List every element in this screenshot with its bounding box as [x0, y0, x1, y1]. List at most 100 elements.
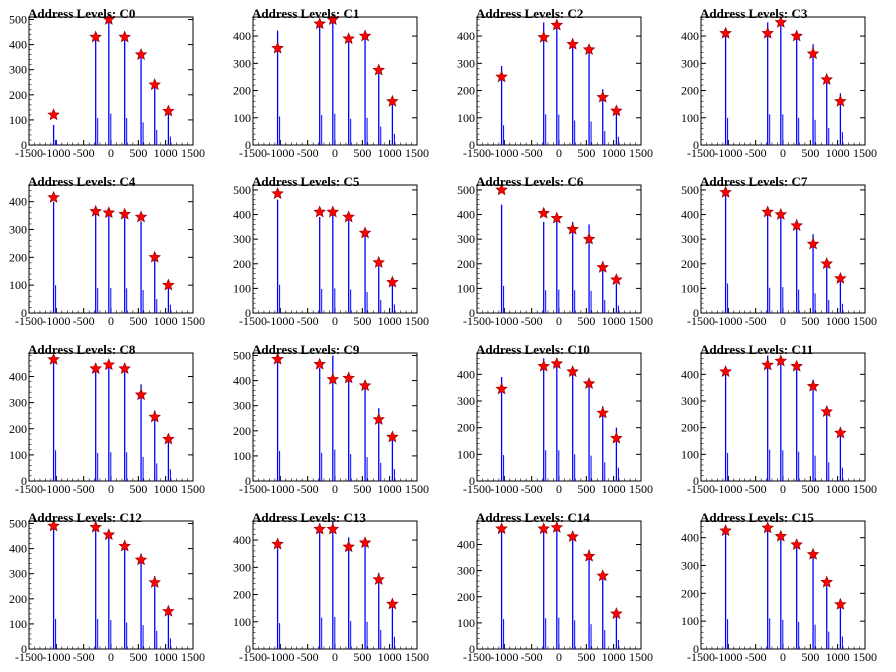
y-tick-label: 100: [457, 447, 475, 461]
peak-marker: [610, 104, 623, 117]
peak-marker: [148, 78, 161, 91]
peak-marker: [834, 597, 847, 610]
peak-marker: [342, 210, 355, 223]
y-tick-label: 400: [233, 533, 251, 547]
x-tick-label: 500: [801, 650, 819, 664]
x-tick-label: 500: [801, 146, 819, 160]
peak-marker: [834, 94, 847, 107]
peak-marker: [313, 522, 326, 535]
y-tick-label: 0: [245, 474, 251, 488]
x-tick-label: 500: [353, 314, 371, 328]
x-tick-label: -500: [521, 146, 543, 160]
y-tick-label: 500: [9, 13, 27, 27]
peak-marker: [566, 365, 579, 377]
chart-title: Address Levels: C10: [476, 342, 590, 357]
x-tick-label: -500: [73, 314, 95, 328]
peak-marker: [761, 205, 774, 218]
y-tick-label: 300: [233, 232, 251, 246]
peak-marker: [102, 12, 116, 25]
peak-marker: [596, 406, 609, 419]
x-tick-label: 1500: [405, 146, 429, 160]
y-tick-label: 400: [9, 195, 27, 209]
y-tick-label: 0: [21, 138, 27, 152]
chart-svg: 0 100 200 300 400 -1500 -1000 -500 0 500 1000 1500: [681, 520, 877, 664]
x-tick-label: 0: [108, 146, 114, 160]
peak-marker: [47, 352, 60, 365]
peak-marker: [820, 257, 833, 270]
x-tick-label: -1000: [490, 314, 518, 328]
y-tick-label: 0: [693, 306, 699, 320]
y-tick-label: 0: [469, 642, 475, 656]
peak-marker: [820, 73, 833, 85]
y-tick-label: 0: [469, 474, 475, 488]
chart-panel-c5: 0 100 200 300 400 500 -1500 -1000 -500 0 500 1000 15…: [224, 168, 448, 336]
peak-marker: [566, 37, 579, 50]
chart-panel-c6: 0 100 200 300 400 500 -1500 -1000 -500 0 500 1000 15…: [448, 168, 672, 336]
chart-svg: 0 100 200 300 400 500 -1500 -1000 -500 0 500 1000 15…: [9, 517, 205, 664]
peak-marker: [820, 575, 833, 588]
peak-marker: [834, 271, 847, 284]
peak-marker: [566, 222, 579, 235]
x-tick-label: 1500: [405, 314, 429, 328]
peak-marker: [47, 519, 60, 532]
peak-marker: [610, 431, 623, 444]
peak-marker: [358, 379, 372, 391]
chart-svg: 0 100 200 300 400 -1500 -1000 -500 0 500 1000 1500: [9, 352, 205, 496]
peak-marker: [271, 537, 284, 550]
x-tick-label: 0: [556, 146, 562, 160]
y-tick-label: 200: [681, 421, 699, 435]
y-tick-label: 500: [233, 349, 251, 363]
chart-title: Address Levels: C11: [700, 342, 814, 357]
y-tick-label: 300: [233, 560, 251, 574]
chart-title: Address Levels: C4: [28, 174, 136, 189]
y-tick-label: 400: [681, 208, 699, 222]
y-tick-label: 100: [9, 278, 27, 292]
peak-marker: [372, 572, 385, 585]
y-tick-label: 200: [457, 590, 475, 604]
peak-marker: [719, 26, 732, 39]
peak-marker: [372, 412, 385, 425]
x-tick-label: -500: [521, 482, 543, 496]
peak-marker: [550, 18, 564, 31]
y-tick-label: 400: [233, 208, 251, 222]
peak-marker: [148, 575, 161, 588]
x-tick-label: 1000: [154, 146, 178, 160]
x-tick-label: 1000: [378, 650, 402, 664]
peak-marker: [761, 26, 774, 39]
x-tick-label: -500: [297, 650, 319, 664]
y-tick-label: 200: [9, 592, 27, 606]
x-tick-label: -500: [745, 482, 767, 496]
x-tick-label: 1000: [378, 146, 402, 160]
x-tick-label: 1500: [629, 482, 653, 496]
chart-panel-c2: 0 100 200 300 400 -1500 -1000 -500 0 500 1000 1500 A…: [448, 0, 672, 168]
x-tick-label: 0: [780, 314, 786, 328]
peak-marker: [582, 43, 596, 56]
y-tick-label: 200: [9, 422, 27, 436]
y-tick-label: 100: [233, 111, 251, 125]
peak-marker: [358, 226, 372, 239]
y-tick-label: 0: [245, 306, 251, 320]
y-tick-label: 300: [681, 56, 699, 70]
chart-svg: 0 100 200 300 400 500 -1500 -1000 -500 0 500 1000 15…: [233, 183, 429, 328]
chart-svg: 0 100 200 300 400 -1500 -1000 -500 0 500 1000 1500: [681, 15, 877, 160]
chart-svg: 0 100 200 300 400 -1500 -1000 -500 0 500 1000 1500: [9, 184, 205, 328]
x-tick-label: 0: [556, 314, 562, 328]
x-tick-label: -1500: [463, 482, 491, 496]
x-tick-label: 1500: [405, 650, 429, 664]
y-tick-label: 400: [9, 38, 27, 52]
chart-svg: 0 100 200 300 400 -1500 -1000 -500 0 500 1000 1500: [457, 16, 653, 160]
chart-svg: 0 100 200 300 400 -1500 -1000 -500 0 500 1000 1500: [457, 352, 653, 496]
peak-marker: [118, 362, 131, 375]
peak-marker: [118, 30, 131, 43]
x-tick-label: -1000: [714, 650, 742, 664]
y-tick-label: 300: [457, 564, 475, 578]
peak-marker: [537, 522, 550, 535]
peak-marker: [790, 359, 803, 372]
x-tick-label: -1500: [15, 482, 43, 496]
peak-marker: [610, 607, 623, 620]
x-tick-label: 1000: [602, 482, 626, 496]
y-tick-label: 500: [681, 183, 699, 197]
x-tick-label: 500: [801, 314, 819, 328]
x-tick-label: 500: [353, 650, 371, 664]
y-tick-label: 100: [457, 111, 475, 125]
